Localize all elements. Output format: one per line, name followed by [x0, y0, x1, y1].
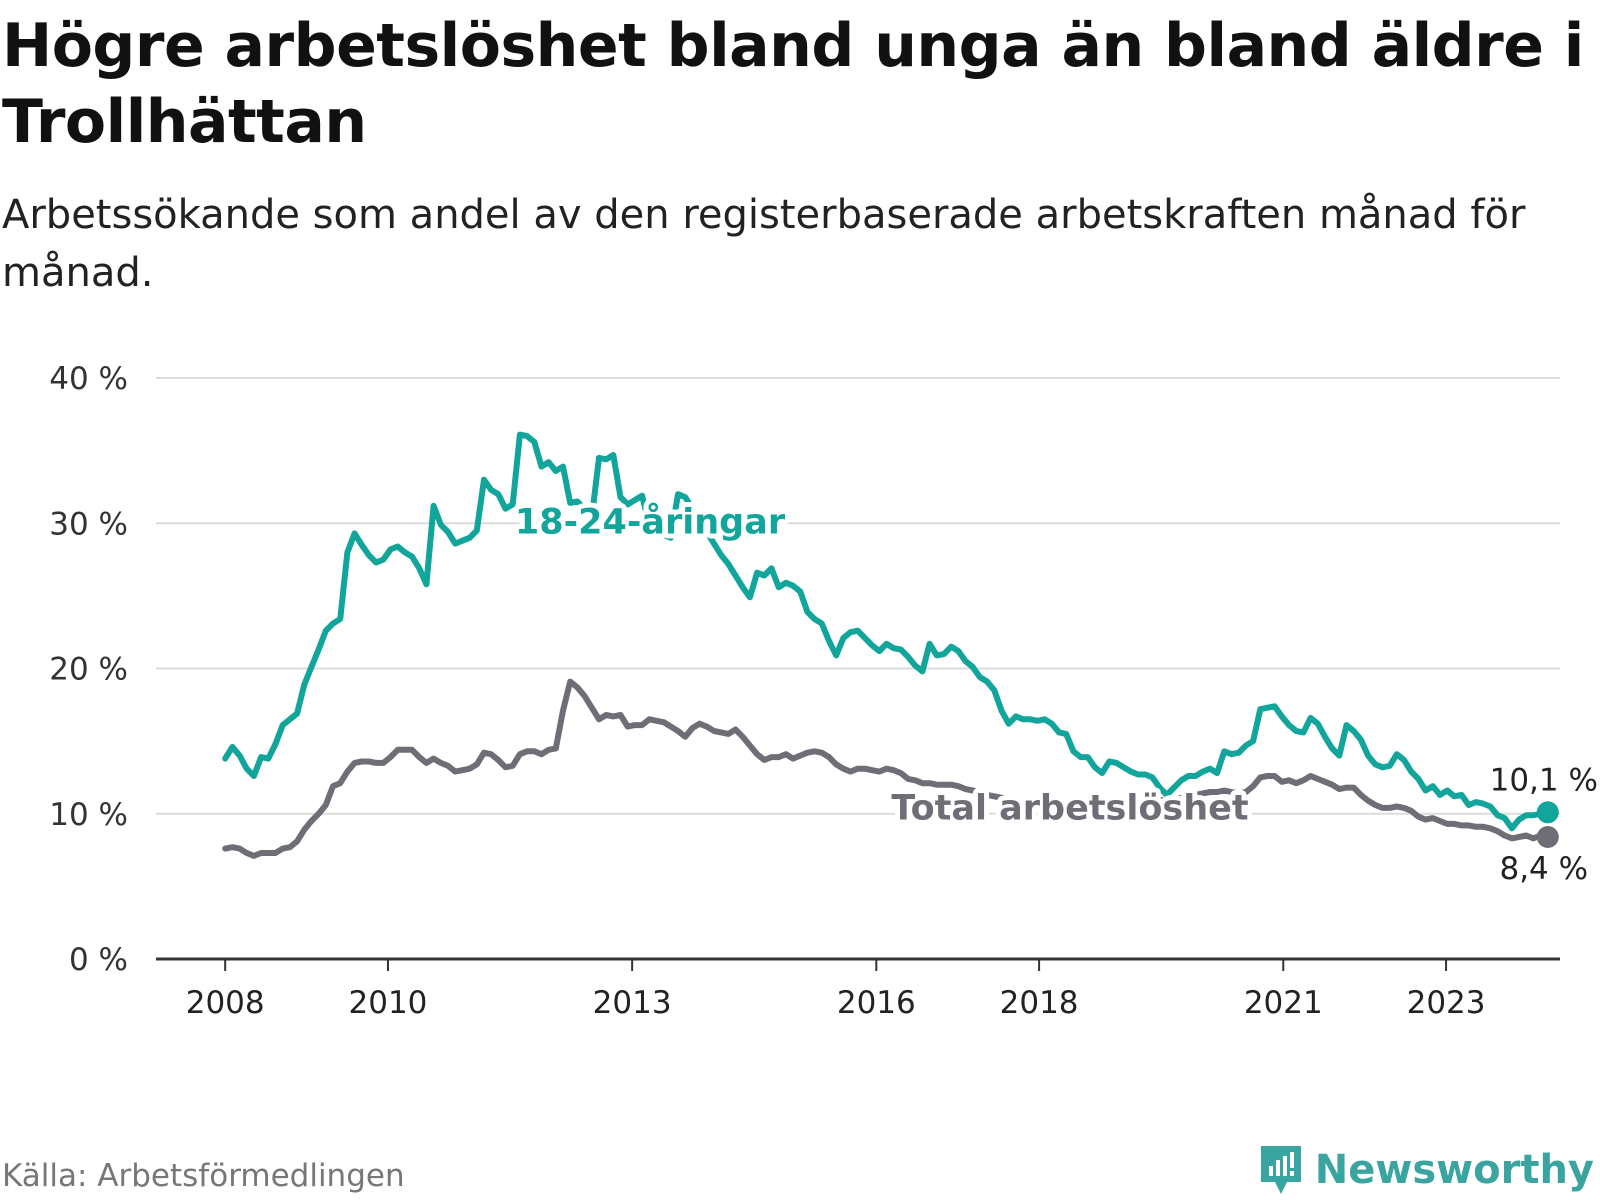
brand-logo: Newsworthy — [1257, 1142, 1594, 1198]
x-tick-label: 2010 — [349, 985, 428, 1021]
x-tick-label: 2013 — [593, 985, 672, 1021]
total-end-dot — [1536, 825, 1559, 848]
x-tick-label: 2018 — [1000, 985, 1079, 1021]
total-series-label: Total arbetslöshet — [891, 789, 1248, 829]
y-tick-label: 40 % — [49, 361, 128, 397]
chart-subtitle: Arbetssökande som andel av den registerb… — [2, 192, 1526, 296]
chart-title: Högre arbetslöshet bland unga än bland ä… — [2, 11, 1584, 157]
y-tick-label: 20 % — [49, 652, 128, 688]
y-tick-label: 10 % — [49, 797, 128, 833]
y-tick-label: 0 % — [69, 942, 128, 978]
line-chart: 0 % 10 % 20 % 30 % 40 % 18-24-åringar Total a… — [49, 361, 1598, 1021]
youth-series-label: 18-24-åringar — [515, 501, 786, 542]
newsworthy-logo-icon — [1260, 1146, 1301, 1194]
youth-end-dot — [1536, 801, 1559, 824]
series-labels: 18-24-åringar Total arbetslöshet — [510, 496, 1254, 833]
x-tick-label: 2008 — [186, 985, 265, 1021]
y-tick-label: 30 % — [49, 506, 128, 542]
youth-end-label: 10,1 % — [1490, 762, 1598, 798]
total-line — [222, 678, 1551, 859]
brand-name: Newsworthy — [1314, 1147, 1594, 1193]
y-axis-ticks: 0 % 10 % 20 % 30 % 40 % — [49, 361, 128, 978]
total-end-label: 8,4 % — [1499, 851, 1588, 887]
x-tick-label: 2021 — [1244, 985, 1323, 1021]
x-tick-label: 2023 — [1407, 985, 1486, 1021]
gridlines — [156, 377, 1560, 815]
end-markers: 10,1 % 8,4 % — [1490, 762, 1598, 887]
x-axis-ticks: 2008 2010 2013 2016 2018 2021 2023 — [186, 959, 1486, 1021]
x-tick-label: 2016 — [837, 985, 916, 1021]
series-lines — [222, 431, 1551, 859]
youth-line — [222, 431, 1551, 832]
source-note: Källa: Arbetsförmedlingen — [2, 1158, 405, 1194]
